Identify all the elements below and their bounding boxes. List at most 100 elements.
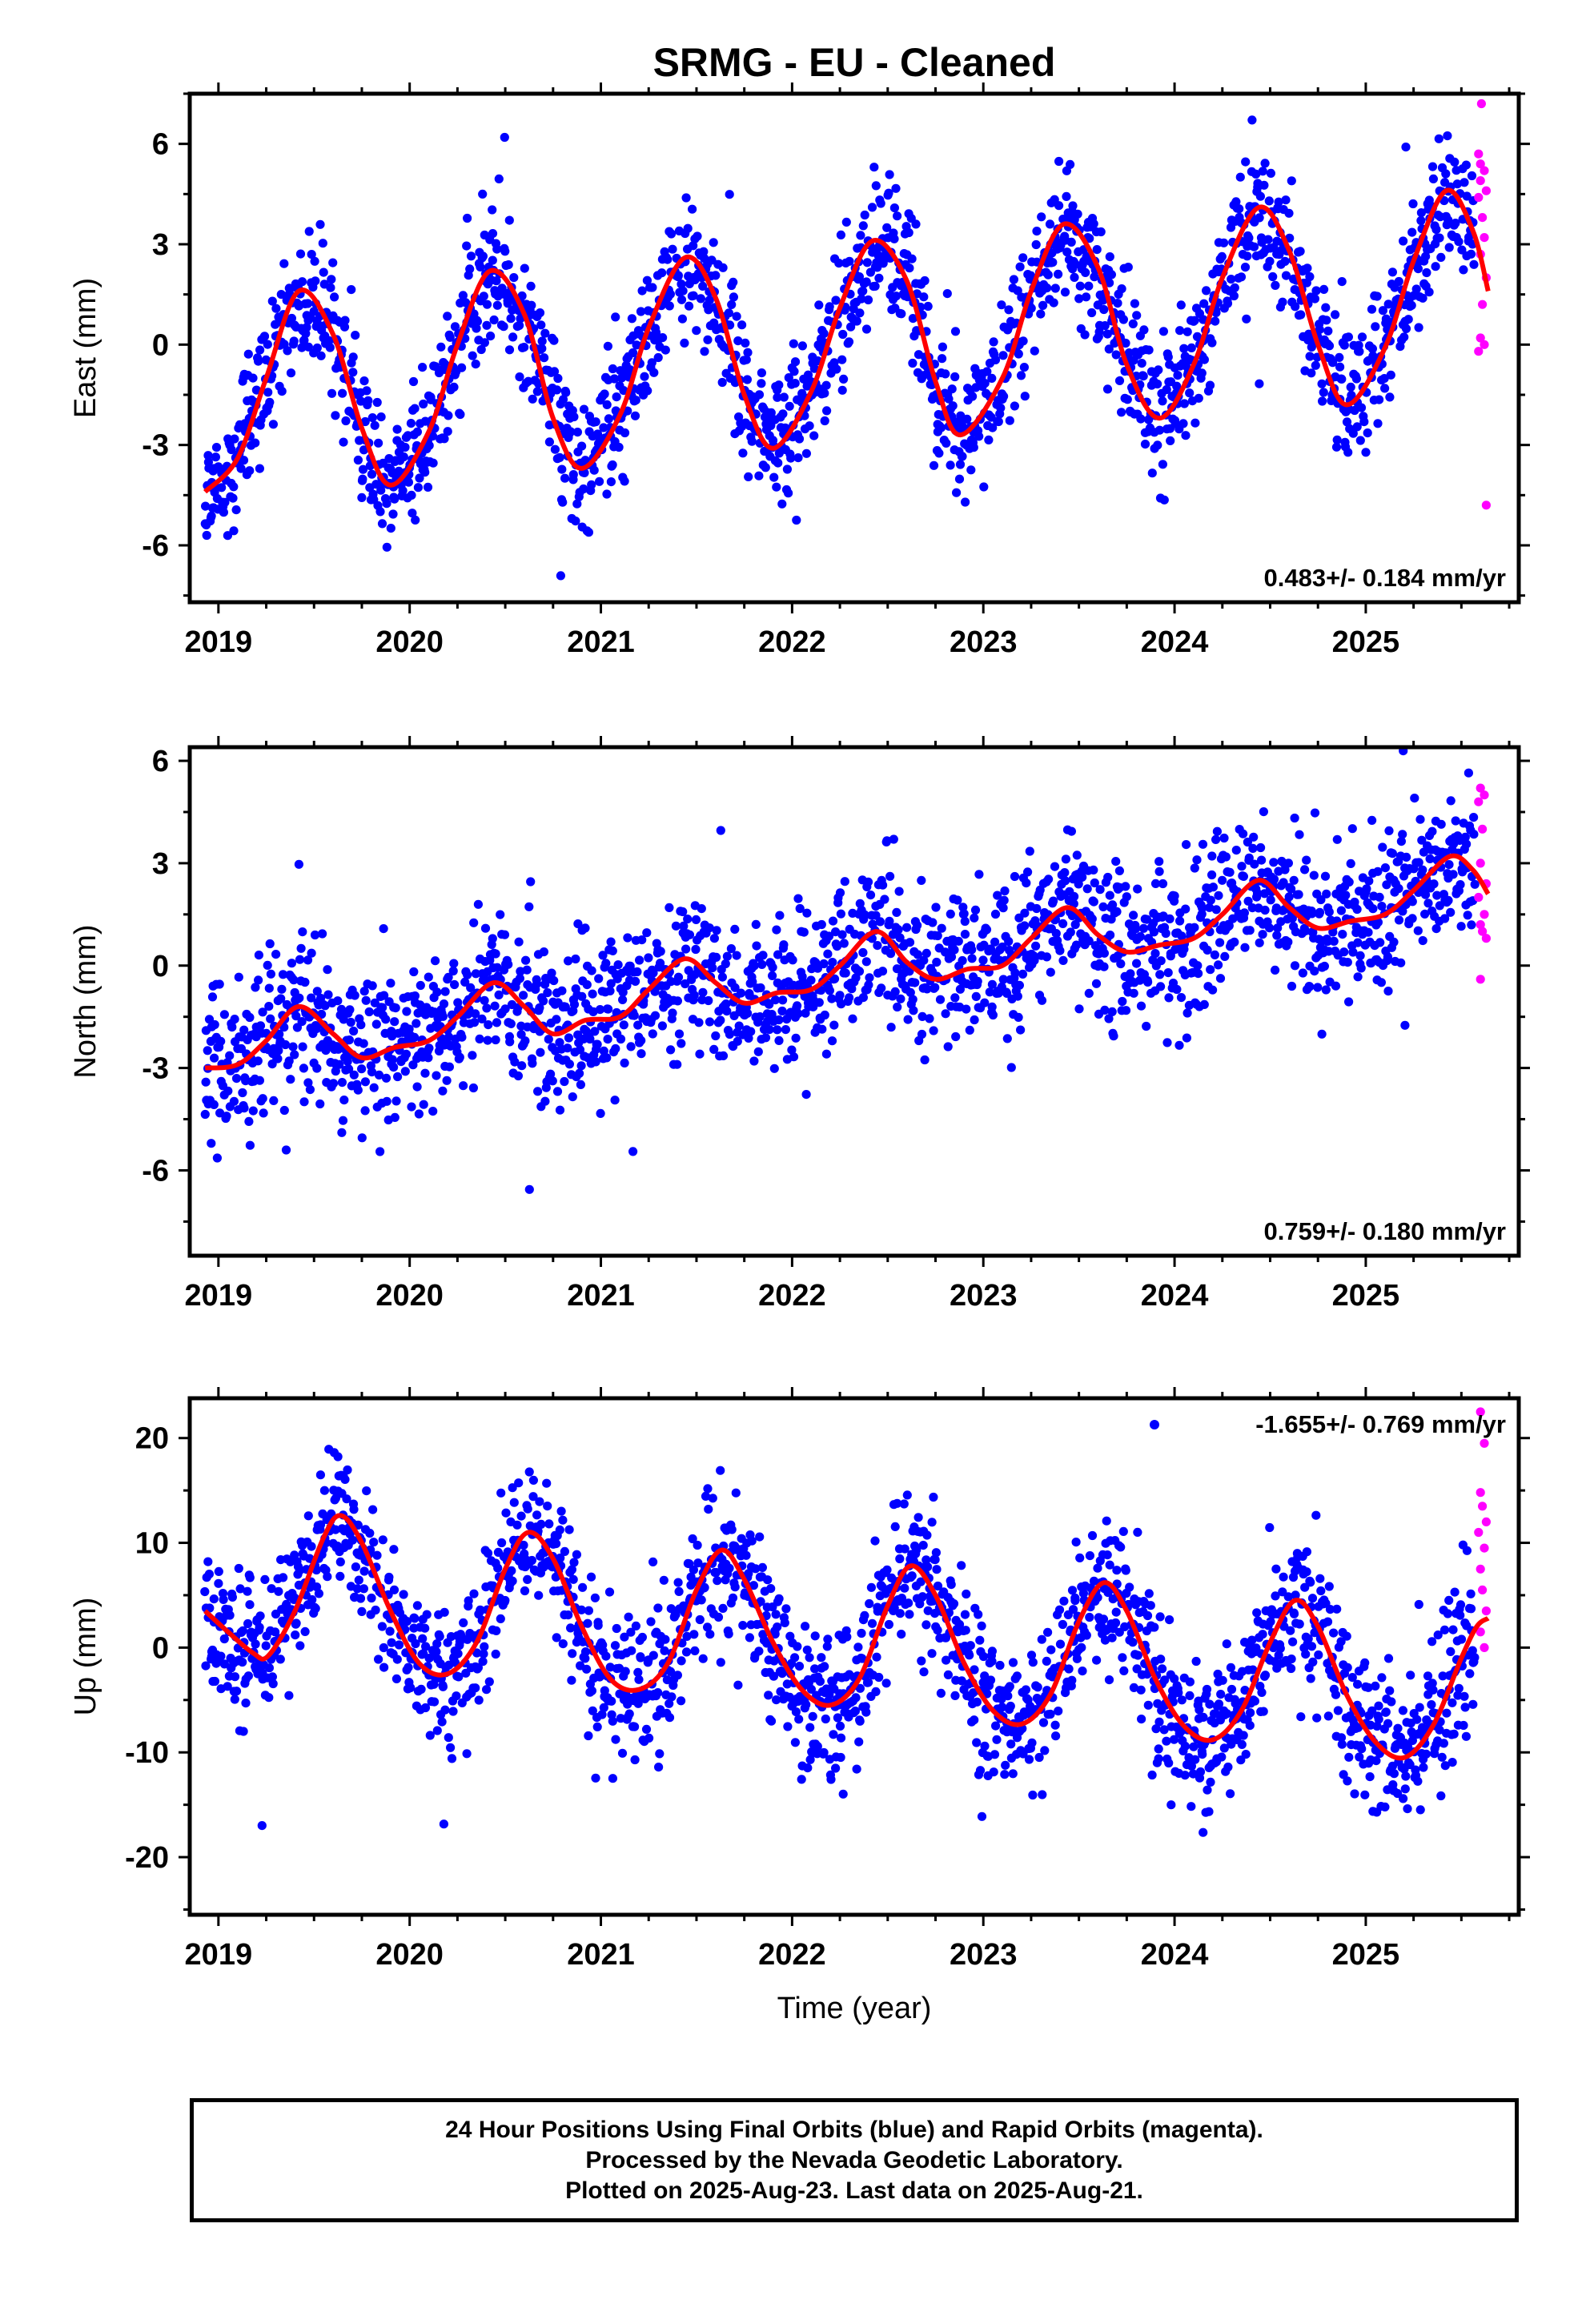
north-final-point <box>656 947 665 956</box>
north-final-point <box>631 976 640 986</box>
up-final-point <box>791 1707 801 1717</box>
north-final-point <box>694 1018 704 1027</box>
east-final-point <box>286 368 296 378</box>
north-final-point <box>1010 871 1020 882</box>
north-final-point <box>967 945 977 955</box>
east-final-point <box>1018 336 1028 346</box>
east-final-point <box>907 254 917 263</box>
east-final-point <box>1436 252 1446 262</box>
up-final-point <box>342 1494 351 1504</box>
east-final-point <box>1450 157 1460 167</box>
east-final-point <box>952 488 962 497</box>
north-final-point <box>1294 890 1303 899</box>
east-final-point <box>1435 233 1444 243</box>
north-final-point <box>951 1031 961 1042</box>
east-final-point <box>1356 403 1367 412</box>
up-final-point <box>808 1711 817 1721</box>
north-final-point <box>619 1020 628 1030</box>
east-final-point <box>658 333 668 343</box>
north-final-point <box>725 1029 735 1039</box>
north-final-point <box>970 1015 979 1025</box>
east-final-point <box>248 373 258 383</box>
north-final-point <box>212 1153 222 1163</box>
east-final-point <box>1284 208 1294 218</box>
east-final-point <box>1355 436 1365 445</box>
east-final-point <box>786 453 796 463</box>
north-final-point <box>1376 978 1386 987</box>
up-final-point <box>636 1653 645 1663</box>
north-final-point <box>424 1043 434 1053</box>
up-final-point <box>225 1610 235 1620</box>
east-final-point <box>572 499 582 509</box>
north-final-point <box>962 1004 971 1014</box>
east-final-point <box>1202 286 1211 296</box>
up-final-point <box>385 1626 395 1636</box>
east-final-point <box>837 385 847 395</box>
north-final-point <box>459 1081 468 1091</box>
up-final-point <box>766 1716 777 1726</box>
east-final-point <box>318 239 327 248</box>
north-final-point <box>471 1009 480 1019</box>
east-final-point <box>1367 344 1377 354</box>
up-final-point <box>689 1565 699 1574</box>
north-final-point <box>1289 875 1299 885</box>
east-final-point <box>987 373 997 383</box>
up-final-point <box>611 1735 620 1744</box>
east-final-point <box>515 320 524 330</box>
north-final-point <box>988 1010 998 1020</box>
north-final-point <box>225 1051 235 1060</box>
east-final-point <box>845 256 854 266</box>
east-final-point <box>488 205 497 215</box>
up-final-point <box>556 1553 565 1563</box>
east-final-point <box>908 314 917 324</box>
up-final-point <box>271 1627 280 1637</box>
east-final-point <box>482 300 492 309</box>
north-final-point <box>564 1033 574 1043</box>
north-final-point <box>1230 937 1239 947</box>
east-final-point <box>569 412 579 422</box>
north-final-point <box>632 967 642 977</box>
east-final-point <box>1244 233 1254 243</box>
up-final-point <box>772 1695 781 1705</box>
north-final-point <box>522 965 532 975</box>
up-final-point <box>354 1575 363 1585</box>
east-final-point <box>492 300 502 310</box>
up-final-point <box>608 1774 618 1783</box>
north-final-point <box>335 1059 344 1069</box>
east-final-point <box>347 285 356 295</box>
up-final-point <box>567 1675 576 1685</box>
east-final-point <box>1068 201 1078 211</box>
east-final-point <box>1089 219 1098 229</box>
east-final-point <box>677 295 687 304</box>
east-final-point <box>532 387 542 396</box>
north-final-point <box>294 859 303 869</box>
east-final-point <box>445 332 455 342</box>
east-final-point <box>772 482 781 492</box>
east-final-point <box>230 434 239 444</box>
up-final-point <box>624 1612 633 1622</box>
north-final-point <box>1051 929 1061 939</box>
east-final-point <box>938 354 947 364</box>
north-final-point <box>1320 871 1331 881</box>
up-final-point <box>666 1667 676 1676</box>
north-final-point <box>608 946 617 955</box>
up-final-point <box>793 1642 802 1651</box>
east-final-point <box>636 307 646 316</box>
north-final-point <box>642 928 652 938</box>
north-final-point <box>1089 897 1098 907</box>
up-final-point <box>713 1576 722 1586</box>
north-final-point <box>1378 842 1387 852</box>
north-final-point <box>768 963 777 972</box>
east-final-point <box>1319 284 1329 294</box>
north-final-point <box>613 960 623 970</box>
north-final-point <box>1310 808 1320 818</box>
north-final-point <box>484 1020 493 1030</box>
east-final-point <box>1205 380 1215 390</box>
north-final-point <box>1060 868 1070 878</box>
east-final-point <box>418 363 428 372</box>
north-final-point <box>1384 826 1394 835</box>
east-final-point <box>353 455 363 465</box>
east-final-point <box>1281 195 1291 205</box>
north-final-point <box>730 983 740 992</box>
north-x-tick-label: 2024 <box>1141 1279 1209 1313</box>
